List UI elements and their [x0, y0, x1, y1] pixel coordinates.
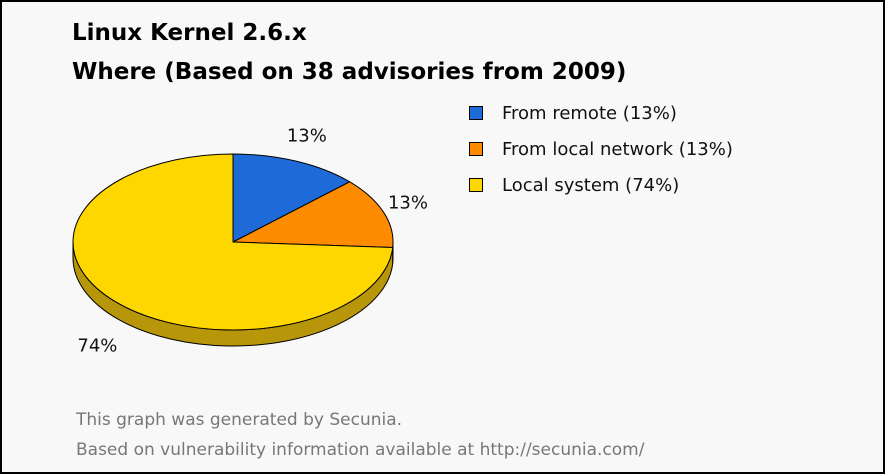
pie-label-local-network: 13%: [388, 193, 428, 214]
footer-source-info: Based on vulnerability information avail…: [76, 440, 644, 460]
legend-swatch-local-network: [469, 142, 483, 156]
legend-swatch-local-system: [469, 178, 483, 192]
footer-generated-by: This graph was generated by Secunia.: [76, 410, 402, 430]
legend-label-local-system: Local system (74%): [502, 175, 679, 196]
pie-label-remote: 13%: [287, 126, 327, 147]
legend-swatch-remote: [469, 106, 483, 120]
legend-label-local-network: From local network (13%): [502, 139, 733, 160]
legend-item-local-system: Local system (74%): [469, 167, 733, 203]
pie-chart: 13% 13% 74%: [2, 2, 462, 402]
legend-item-remote: From remote (13%): [469, 95, 733, 131]
legend: From remote (13%) From local network (13…: [469, 95, 733, 203]
pie-label-local-system: 74%: [77, 335, 117, 356]
legend-item-local-network: From local network (13%): [469, 131, 733, 167]
legend-label-remote: From remote (13%): [502, 103, 677, 124]
